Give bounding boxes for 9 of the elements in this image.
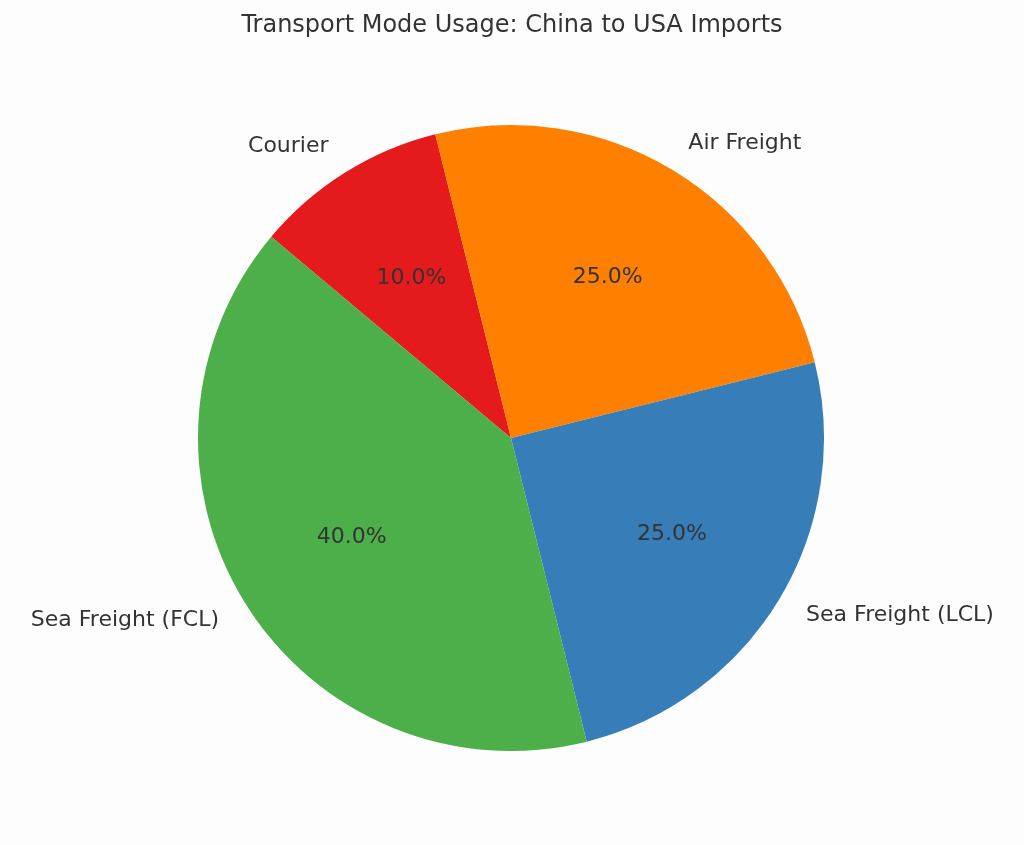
slice-label: Sea Freight (FCL): [30, 606, 220, 632]
slice-label: Courier: [248, 131, 330, 157]
slice-label: Sea Freight (LCL): [806, 601, 994, 627]
data-label: 10.0%: [376, 264, 447, 290]
data-label: 25.0%: [572, 262, 643, 288]
slice-label: Air Freight: [688, 128, 802, 154]
data-label: 40.0%: [316, 523, 387, 549]
data-label: 25.0%: [637, 520, 707, 546]
chart-title: Transport Mode Usage: China to USA Imports: [240, 10, 784, 38]
